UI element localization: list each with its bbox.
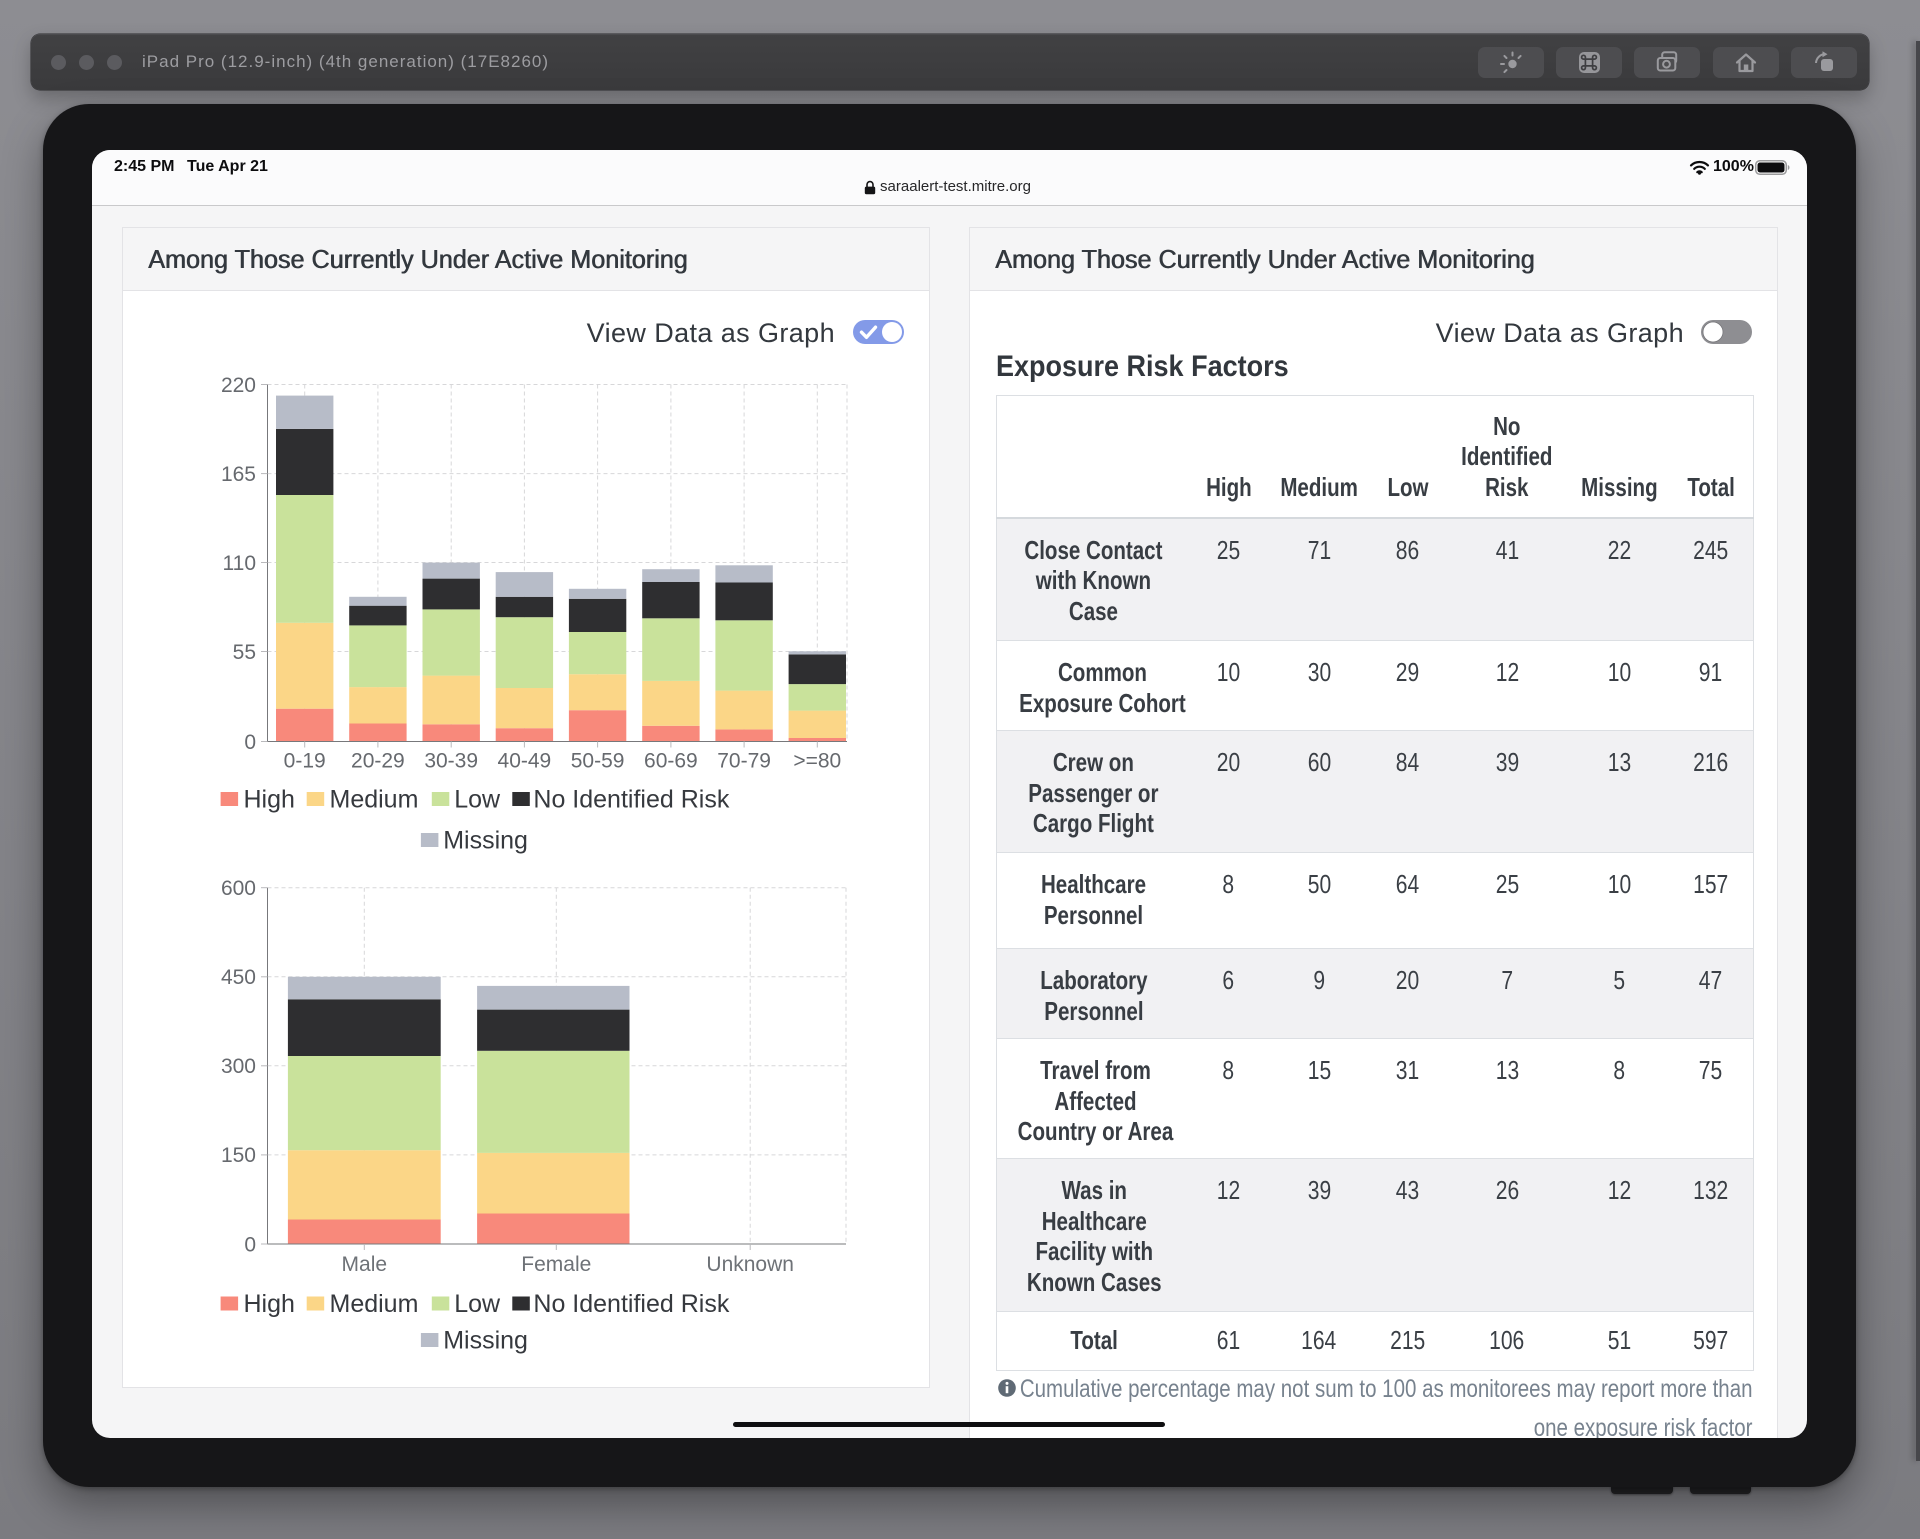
svg-text:0: 0 xyxy=(244,731,256,754)
svg-text:High: High xyxy=(244,786,295,814)
svg-text:450: 450 xyxy=(221,966,256,989)
svg-text:Male: Male xyxy=(342,1253,388,1276)
svg-text:50-59: 50-59 xyxy=(571,750,625,773)
svg-text:Low: Low xyxy=(454,1290,501,1318)
svg-text:165: 165 xyxy=(221,463,256,486)
svg-text:Medium: Medium xyxy=(330,786,419,814)
svg-text:>=80: >=80 xyxy=(793,750,841,773)
svg-text:0: 0 xyxy=(244,1233,256,1256)
svg-text:110: 110 xyxy=(223,552,256,575)
svg-text:Low: Low xyxy=(454,786,501,814)
svg-text:No Identified Risk: No Identified Risk xyxy=(533,786,729,814)
svg-text:600: 600 xyxy=(221,877,256,900)
svg-text:0-19: 0-19 xyxy=(284,750,326,773)
svg-text:Female: Female xyxy=(521,1253,591,1276)
svg-text:30-39: 30-39 xyxy=(424,750,478,773)
svg-text:Missing: Missing xyxy=(443,1327,528,1355)
svg-text:70-79: 70-79 xyxy=(717,750,771,773)
svg-text:60-69: 60-69 xyxy=(644,750,698,773)
svg-text:Unknown: Unknown xyxy=(706,1253,794,1276)
svg-text:220: 220 xyxy=(221,374,256,397)
svg-text:40-49: 40-49 xyxy=(498,750,552,773)
svg-text:150: 150 xyxy=(221,1144,256,1167)
svg-text:55: 55 xyxy=(233,641,256,664)
svg-text:No Identified Risk: No Identified Risk xyxy=(533,1290,729,1318)
svg-text:Medium: Medium xyxy=(330,1290,419,1318)
svg-text:300: 300 xyxy=(221,1055,256,1078)
svg-text:Missing: Missing xyxy=(443,827,528,855)
svg-text:High: High xyxy=(244,1290,295,1318)
svg-text:20-29: 20-29 xyxy=(351,750,405,773)
